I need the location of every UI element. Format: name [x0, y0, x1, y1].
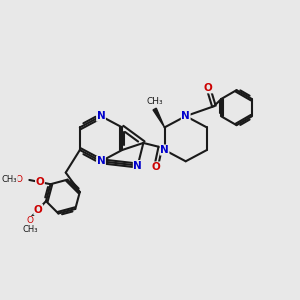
Text: O: O: [16, 176, 23, 184]
Text: CH₃: CH₃: [146, 97, 163, 106]
Text: CH₃: CH₃: [2, 176, 17, 184]
Polygon shape: [153, 108, 164, 128]
Text: O: O: [36, 177, 44, 187]
Text: O: O: [27, 216, 34, 225]
Text: O: O: [152, 162, 161, 172]
Text: N: N: [133, 160, 142, 170]
Text: O: O: [34, 205, 43, 214]
Text: N: N: [97, 111, 105, 121]
Text: N: N: [160, 145, 169, 155]
Text: CH₃: CH₃: [23, 225, 38, 234]
Text: N: N: [181, 111, 190, 121]
Text: O: O: [204, 83, 213, 93]
Text: N: N: [97, 156, 105, 166]
